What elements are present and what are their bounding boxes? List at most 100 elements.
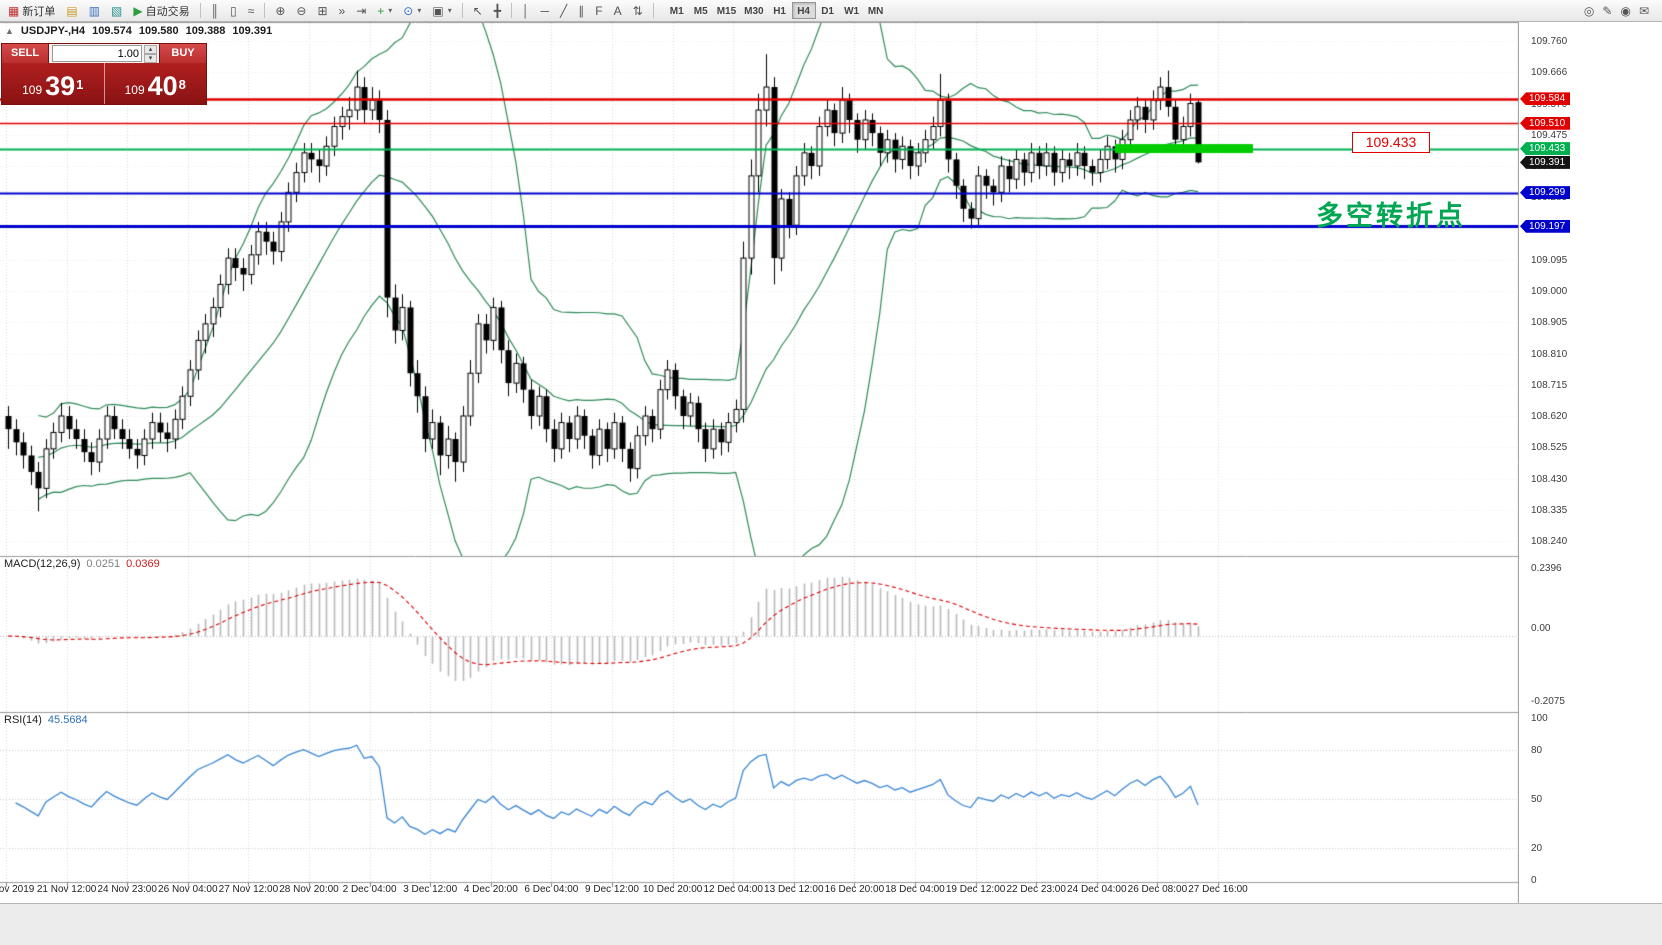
macd-value-2: 0.0369	[126, 558, 160, 570]
time-axis-label: 9 Dec 12:00	[585, 884, 639, 895]
buy-price-small: 109	[124, 83, 145, 97]
time-axis-label: 2 Dec 04:00	[342, 884, 397, 895]
toolbar-separator	[199, 3, 201, 18]
price-line-tag: 109.391	[1520, 155, 1571, 169]
high-value: 109.580	[138, 25, 179, 37]
price-divider	[103, 63, 105, 104]
chart-ohlc-header: ▲ USDJPY-,H4 109.574 109.580 109.388 109…	[5, 25, 272, 37]
bar-chart-icon[interactable]: ║	[210, 3, 220, 18]
time-axis-label: 12 Dec 04:00	[703, 884, 763, 895]
macd-axis-label: 0.00	[1531, 623, 1551, 634]
chevron-down-icon: ▾	[388, 6, 393, 15]
toolbar-separator	[652, 3, 654, 18]
time-axis-label: 22 Dec 23:00	[1006, 884, 1066, 895]
time-axis-label: 19 Dec 12:00	[945, 884, 1006, 895]
indicators-button[interactable]: + ▾	[372, 1, 397, 21]
text-tool-icon[interactable]: A	[613, 3, 622, 18]
price-tick: 108.525	[1531, 442, 1568, 454]
time-axis-label: 28 Nov 20:00	[279, 884, 339, 895]
search-icon[interactable]: ◎	[1583, 3, 1595, 18]
timeframe-h1[interactable]: H1	[773, 6, 786, 17]
candlestick-chart-icon[interactable]: ▯	[230, 3, 237, 18]
rsi-header: RSI(14) 45.5684	[4, 714, 88, 726]
buy-price-big: 40	[147, 71, 178, 101]
timeframe-h4[interactable]: H4	[791, 2, 816, 19]
periods-button[interactable]: ⊙ ▾	[398, 1, 426, 21]
chart-canvas[interactable]	[0, 22, 1662, 903]
price-tick: 109.095	[1531, 254, 1568, 266]
price-line-tag: 109.510	[1520, 116, 1571, 130]
timeframe-m30[interactable]: M30	[744, 6, 764, 17]
sell-price-button[interactable]: 109 39 1	[2, 63, 104, 104]
price-tick: 108.620	[1531, 411, 1568, 422]
symbol-period-label: USDJPY-,H4	[20, 25, 86, 37]
volume-stepper[interactable]: ▴ ▾	[144, 44, 157, 63]
sell-button[interactable]: SELL	[2, 44, 48, 63]
time-axis-label: 3 Dec 12:00	[403, 884, 458, 895]
price-line-tag: 109.197	[1520, 219, 1571, 233]
arrows-tool-icon[interactable]: ⇅	[632, 3, 643, 18]
buy-price-button[interactable]: 109 40 8	[105, 63, 207, 104]
templates-button[interactable]: ▣ ▾	[427, 1, 456, 21]
price-tick: 108.810	[1531, 348, 1568, 360]
new-order-button[interactable]: ▦ 新订单	[3, 1, 60, 21]
price-line-tag: 109.433	[1520, 142, 1571, 156]
community-icon[interactable]: ◉	[1620, 3, 1631, 18]
price-tick: 108.335	[1531, 504, 1568, 516]
trendline-icon[interactable]: ╱	[560, 3, 568, 18]
price-tick: 109.760	[1531, 36, 1568, 47]
time-axis-label: 13 Dec 12:00	[764, 884, 824, 895]
timeframe-d1[interactable]: D1	[821, 6, 834, 17]
auto-scroll-icon[interactable]: »	[338, 3, 346, 18]
market-watch-icon[interactable]: ▤	[66, 3, 78, 18]
data-window-icon[interactable]: ▥	[88, 3, 101, 18]
timeframe-w1[interactable]: W1	[844, 6, 860, 17]
timeframe-m5[interactable]: M5	[693, 6, 708, 17]
buy-button[interactable]: BUY	[160, 44, 206, 63]
periods-icon: ⊙	[403, 3, 414, 18]
zoom-out-icon[interactable]: ⊖	[296, 3, 307, 18]
autotrading-button[interactable]: ▶ 自动交易	[128, 1, 194, 21]
vertical-line-icon[interactable]: │	[522, 3, 530, 18]
fibonacci-icon[interactable]: F	[595, 3, 603, 18]
stepper-up-icon[interactable]: ▴	[144, 44, 157, 54]
edit-icon[interactable]: ✎	[1602, 3, 1613, 18]
autotrading-label: 自动交易	[145, 5, 190, 18]
navigator-icon[interactable]: ▧	[111, 3, 123, 18]
macd-header: MACD(12,26,9) 0.0251 0.0369	[4, 558, 160, 570]
one-click-collapse-toggle[interactable]: ▲	[5, 26, 14, 36]
price-tick: 109.666	[1531, 67, 1568, 79]
timeframe-m15[interactable]: M15	[716, 6, 737, 17]
channel-icon[interactable]: ∥	[578, 3, 585, 18]
macd-axis-label: -0.2075	[1531, 696, 1565, 708]
toolbar-right-group: ◎ ✎ ◉ ✉	[1584, 2, 1649, 20]
tile-windows-icon[interactable]: ⊞	[317, 3, 328, 18]
line-chart-icon[interactable]: ≈	[247, 3, 255, 18]
sell-price-small: 109	[22, 83, 43, 97]
price-tick: 108.905	[1531, 317, 1568, 329]
buy-price-sup: 8	[178, 77, 186, 92]
stepper-down-icon[interactable]: ▾	[144, 53, 157, 63]
chart-window: ▲ USDJPY-,H4 109.574 109.580 109.388 109…	[0, 22, 1662, 903]
cursor-icon[interactable]: ↖	[472, 3, 483, 18]
time-axis-label: 24 Dec 04:00	[1067, 884, 1127, 895]
time-axis-label: 4 Dec 20:00	[463, 884, 518, 895]
templates-icon: ▣	[432, 3, 444, 18]
timeframe-mn[interactable]: MN	[867, 6, 884, 17]
zoom-in-icon[interactable]: ⊕	[275, 3, 286, 18]
timeframe-m1[interactable]: M1	[669, 6, 684, 17]
rsi-axis-label: 0	[1531, 875, 1537, 886]
chart-shift-icon[interactable]: ⇥	[356, 3, 367, 18]
crosshair-icon[interactable]: ╋	[493, 3, 502, 18]
time-axis-label: 26 Dec 08:00	[1127, 884, 1188, 895]
autotrading-icon: ▶	[133, 3, 143, 18]
low-value: 109.388	[185, 25, 226, 37]
sell-price-big: 39	[45, 71, 76, 101]
timeframe-group: M1 M5 M15 M30 H1 H4 D1 W1 MN	[665, 2, 888, 19]
horizontal-line-icon[interactable]: ─	[540, 3, 550, 18]
volume-input[interactable]	[52, 45, 142, 62]
chat-icon[interactable]: ✉	[1638, 3, 1649, 18]
price-axis[interactable]: 109.760109.666109.570109.475109.380109.2…	[1519, 22, 1662, 903]
sell-price-sup: 1	[76, 77, 84, 92]
